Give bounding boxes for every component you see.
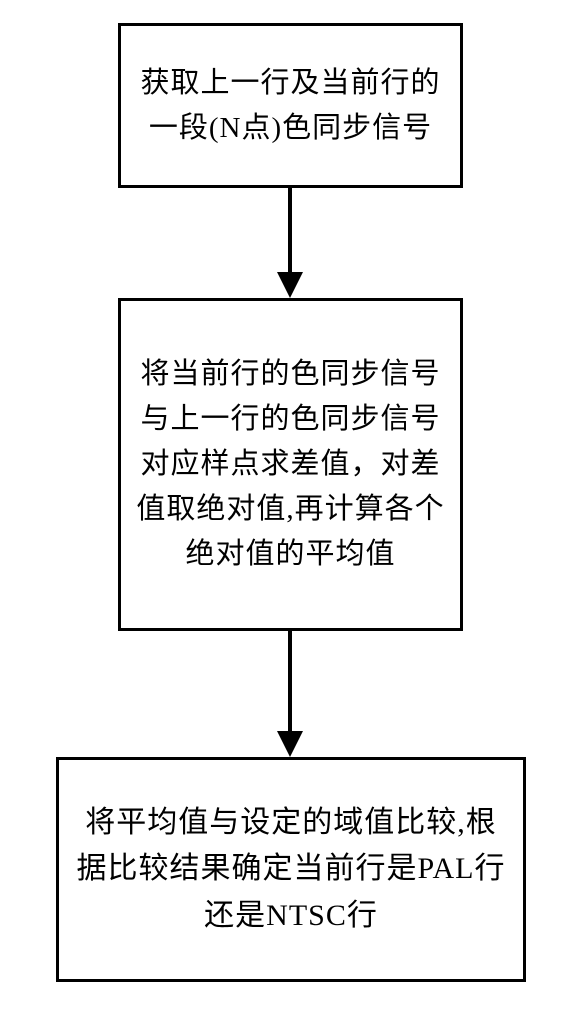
flowchart-node-n1: 获取上一行及当前行的一段(N点)色同步信号 xyxy=(118,23,463,188)
node-text: 获取上一行及当前行的一段(N点)色同步信号 xyxy=(135,61,446,151)
arrow-head xyxy=(277,731,303,757)
flowchart-canvas: 获取上一行及当前行的一段(N点)色同步信号将当前行的色同步信号与上一行的色同步信… xyxy=(0,0,567,1021)
node-text: 将平均值与设定的域值比较,根据比较结果确定当前行是PAL行还是NTSC行 xyxy=(73,800,509,940)
flowchart-node-n3: 将平均值与设定的域值比较,根据比较结果确定当前行是PAL行还是NTSC行 xyxy=(56,757,526,982)
node-text: 将当前行的色同步信号与上一行的色同步信号对应样点求差值，对差值取绝对值,再计算各… xyxy=(135,352,446,577)
arrow-shaft xyxy=(288,188,292,272)
arrow-shaft xyxy=(288,631,292,731)
arrow-head xyxy=(277,272,303,298)
flowchart-node-n2: 将当前行的色同步信号与上一行的色同步信号对应样点求差值，对差值取绝对值,再计算各… xyxy=(118,298,463,631)
